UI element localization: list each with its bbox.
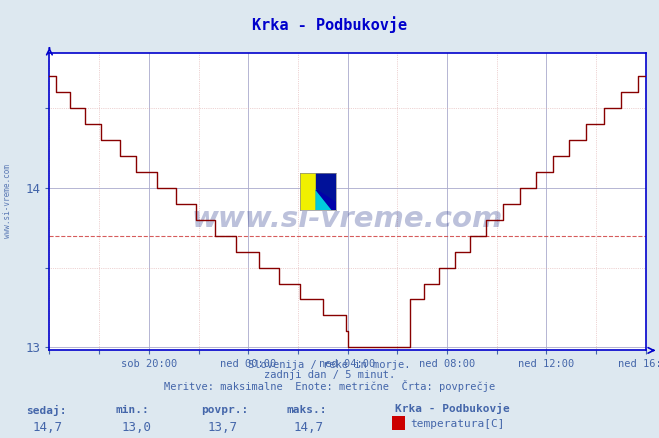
Text: Meritve: maksimalne  Enote: metrične  Črta: povprečje: Meritve: maksimalne Enote: metrične Črta… — [164, 380, 495, 392]
Text: temperatura[C]: temperatura[C] — [410, 419, 504, 429]
Text: sedaj:: sedaj: — [26, 405, 67, 416]
Text: Krka - Podbukovje: Krka - Podbukovje — [252, 16, 407, 33]
Text: 13,7: 13,7 — [208, 421, 238, 434]
Polygon shape — [316, 190, 333, 210]
Text: maks.:: maks.: — [287, 405, 327, 415]
Text: Krka - Podbukovje: Krka - Podbukovje — [395, 403, 510, 414]
Text: min.:: min.: — [115, 405, 149, 415]
Text: 14,7: 14,7 — [33, 421, 63, 434]
Text: 13,0: 13,0 — [122, 421, 152, 434]
Text: Slovenija / reke in morje.: Slovenija / reke in morje. — [248, 360, 411, 370]
Polygon shape — [316, 173, 336, 210]
Text: povpr.:: povpr.: — [201, 405, 248, 415]
Text: 14,7: 14,7 — [293, 421, 324, 434]
Polygon shape — [316, 190, 336, 210]
Text: zadnji dan / 5 minut.: zadnji dan / 5 minut. — [264, 370, 395, 380]
Text: www.si-vreme.com: www.si-vreme.com — [192, 205, 503, 233]
Text: www.si-vreme.com: www.si-vreme.com — [3, 165, 13, 238]
